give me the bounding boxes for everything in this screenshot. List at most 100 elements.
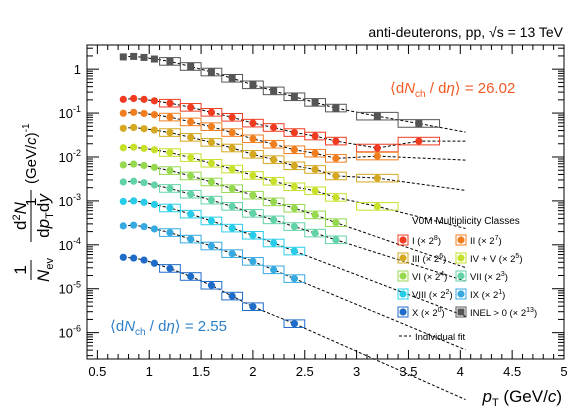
systematic-box	[283, 203, 306, 213]
data-point	[150, 146, 159, 154]
data-point	[332, 236, 340, 244]
systematic-box	[242, 209, 264, 218]
data-point	[150, 181, 159, 189]
data-point	[290, 128, 298, 137]
annotation-low-multiplicity: ⟨dNch / dη⟩ = 2.55	[110, 318, 227, 338]
y-tick-label: 10-5	[59, 280, 81, 297]
legend-box	[455, 252, 467, 264]
systematic-box	[179, 153, 202, 162]
systematic-box	[200, 138, 223, 147]
legend-box	[455, 288, 467, 300]
x-tick-label: 4	[457, 364, 464, 379]
systematic-box	[179, 171, 202, 181]
data-point	[119, 95, 127, 103]
data-point	[140, 109, 148, 118]
systematic-box	[200, 195, 223, 205]
data-point	[311, 229, 319, 237]
data-point	[311, 187, 319, 195]
systematic-box	[242, 190, 264, 200]
systematic-box	[356, 151, 399, 161]
data-point	[140, 256, 148, 264]
data-point	[207, 123, 216, 131]
data-point	[249, 303, 257, 311]
data-point	[228, 292, 236, 300]
data-point	[150, 126, 159, 134]
chart-title: anti-deuterons, pp, √s = 13 TeV	[368, 24, 563, 40]
systematic-box	[304, 131, 326, 141]
data-point	[311, 211, 319, 219]
data-point	[228, 250, 236, 258]
data-point	[119, 124, 127, 132]
systematic-box	[221, 128, 244, 137]
systematic-box	[179, 234, 202, 244]
x-tick-label: 3.5	[399, 364, 417, 379]
data-point	[130, 123, 138, 132]
data-point	[119, 161, 127, 169]
legend-box	[455, 234, 467, 246]
systematic-box	[159, 228, 181, 237]
data-point	[130, 52, 138, 60]
systematic-box	[242, 118, 264, 128]
y-tick-labels: 10-6 10-5 10-4 10-3 10-2 10-1 1	[59, 62, 81, 340]
systematic-box	[179, 209, 202, 219]
systematic-box	[325, 136, 347, 146]
data-point	[207, 178, 216, 186]
systematic-box	[159, 112, 181, 122]
x-tick-label: 4.5	[503, 364, 521, 379]
data-point	[150, 163, 159, 171]
data-point	[290, 204, 298, 212]
data-point	[249, 81, 257, 89]
systematic-box	[179, 103, 202, 112]
data-point	[140, 125, 148, 133]
systematic-box	[397, 136, 441, 146]
systematic-box	[304, 210, 326, 220]
data-point	[228, 224, 236, 232]
data-point	[140, 53, 148, 61]
systematic-box	[200, 216, 223, 226]
data-point	[270, 177, 278, 185]
data-point	[166, 57, 174, 65]
axis-ticks	[87, 45, 565, 359]
data-point	[290, 247, 298, 255]
legend-marker	[399, 272, 407, 280]
data-point	[166, 128, 174, 137]
data-point	[207, 68, 215, 76]
data-point	[119, 197, 127, 206]
data-point	[332, 137, 340, 145]
systematic-box	[179, 272, 202, 281]
data-point	[207, 159, 216, 167]
data-point	[332, 172, 340, 180]
systematic-box	[262, 155, 285, 164]
legend-label: VI (× 24)	[412, 271, 447, 283]
systematic-box	[242, 230, 264, 240]
systematic-box	[283, 274, 306, 283]
data-point	[187, 103, 195, 111]
data-point	[249, 231, 257, 239]
legend-label: VIII (× 22)	[412, 289, 453, 301]
legend: V0M Multiplicity Classes I (× 28) II (× 2…	[397, 216, 537, 343]
systematic-box	[159, 184, 181, 193]
systematic-box	[262, 215, 285, 225]
data-point	[187, 118, 195, 126]
systematic-box	[283, 222, 306, 231]
data-point	[332, 154, 340, 162]
legend-box	[397, 288, 409, 300]
data-point	[130, 143, 138, 151]
svg-text:d2N: d2N	[11, 201, 30, 230]
systematic-box	[221, 184, 244, 193]
systematic-box	[179, 117, 202, 127]
systematic-box	[221, 113, 244, 122]
legend-label: INEL > 0 (× 213)	[470, 307, 537, 319]
data-point	[228, 185, 236, 193]
systematic-box	[242, 134, 264, 144]
data-point	[166, 228, 174, 237]
data-point	[166, 264, 174, 273]
data-point	[270, 140, 278, 148]
x-tick-label: 2	[249, 364, 256, 379]
data-point	[290, 93, 298, 101]
legend-marker	[399, 236, 407, 244]
legend-box	[397, 270, 409, 282]
data-point	[290, 183, 298, 191]
systematic-box	[221, 223, 244, 233]
data-point	[373, 112, 381, 120]
